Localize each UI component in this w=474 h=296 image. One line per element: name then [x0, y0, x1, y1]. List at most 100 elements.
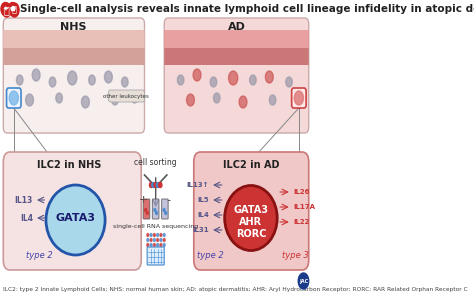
FancyBboxPatch shape [152, 199, 159, 219]
Circle shape [150, 244, 152, 247]
Circle shape [250, 75, 256, 85]
Text: JAC: JAC [299, 279, 308, 284]
Text: IL4: IL4 [197, 212, 209, 218]
Circle shape [187, 94, 194, 106]
Circle shape [82, 96, 89, 108]
Circle shape [131, 93, 138, 103]
Circle shape [154, 183, 157, 187]
Text: IL4: IL4 [20, 213, 33, 223]
FancyBboxPatch shape [147, 247, 164, 265]
Circle shape [147, 234, 149, 237]
Text: IL22: IL22 [293, 219, 310, 225]
Circle shape [154, 234, 155, 237]
Circle shape [145, 208, 146, 212]
FancyBboxPatch shape [164, 30, 309, 48]
Text: IL17A: IL17A [293, 204, 315, 210]
Text: IL31: IL31 [192, 227, 209, 233]
FancyBboxPatch shape [7, 88, 21, 108]
Circle shape [56, 93, 63, 103]
Circle shape [8, 2, 17, 15]
Text: IL13: IL13 [15, 195, 33, 205]
Text: type 2: type 2 [26, 250, 53, 260]
Circle shape [150, 239, 152, 242]
Circle shape [121, 77, 128, 87]
Circle shape [104, 71, 112, 83]
Text: ILC2 in AD: ILC2 in AD [223, 160, 279, 170]
FancyBboxPatch shape [194, 152, 309, 270]
Circle shape [210, 77, 217, 87]
Circle shape [286, 77, 292, 87]
Text: GATA3: GATA3 [55, 213, 96, 223]
Circle shape [10, 3, 19, 17]
Text: GATA3: GATA3 [233, 205, 268, 215]
FancyBboxPatch shape [164, 18, 309, 133]
Text: other leukocytes: other leukocytes [103, 94, 149, 99]
Text: ✦: ✦ [2, 6, 8, 12]
Circle shape [160, 244, 162, 247]
Circle shape [150, 234, 152, 237]
Circle shape [292, 93, 299, 103]
Circle shape [147, 239, 149, 242]
Circle shape [146, 212, 148, 215]
Text: single-cell RNA sequencing: single-cell RNA sequencing [113, 223, 198, 229]
Circle shape [163, 244, 165, 247]
Text: IL5: IL5 [197, 197, 209, 203]
FancyBboxPatch shape [109, 90, 145, 102]
Circle shape [26, 94, 34, 106]
Circle shape [152, 183, 155, 187]
Circle shape [154, 239, 155, 242]
Circle shape [177, 75, 184, 85]
Circle shape [157, 234, 159, 237]
Circle shape [49, 77, 56, 87]
Circle shape [160, 234, 162, 237]
FancyBboxPatch shape [143, 199, 150, 219]
Circle shape [156, 183, 160, 187]
Circle shape [89, 75, 95, 85]
Circle shape [163, 239, 165, 242]
Circle shape [160, 239, 162, 242]
Text: ILC2: type 2 Innate Lymphoid Cells; NHS: normal human skin; AD: atopic dermatiti: ILC2: type 2 Innate Lymphoid Cells; NHS:… [3, 287, 468, 292]
Text: 🧪: 🧪 [12, 6, 17, 15]
Circle shape [2, 3, 11, 17]
Circle shape [294, 91, 303, 105]
Circle shape [112, 95, 118, 105]
FancyBboxPatch shape [164, 30, 309, 65]
Circle shape [68, 71, 77, 85]
Text: RORC: RORC [236, 229, 266, 239]
Circle shape [1, 2, 9, 15]
Circle shape [147, 244, 149, 247]
Circle shape [239, 96, 247, 108]
Text: -: - [166, 195, 170, 205]
Circle shape [269, 95, 276, 105]
FancyBboxPatch shape [3, 152, 141, 270]
Circle shape [9, 91, 18, 105]
Circle shape [149, 183, 153, 187]
Text: AHR: AHR [239, 217, 263, 227]
Text: NHS: NHS [60, 22, 87, 32]
Circle shape [32, 69, 40, 81]
Text: cell sorting: cell sorting [134, 157, 177, 166]
Circle shape [163, 234, 165, 237]
FancyBboxPatch shape [3, 18, 145, 133]
Text: IL26: IL26 [293, 189, 310, 195]
Circle shape [155, 212, 157, 215]
Circle shape [154, 208, 156, 212]
Text: ⬟: ⬟ [9, 6, 16, 12]
FancyBboxPatch shape [3, 30, 145, 65]
FancyBboxPatch shape [292, 88, 306, 108]
Circle shape [157, 244, 159, 247]
Circle shape [298, 273, 309, 289]
Circle shape [154, 244, 155, 247]
Text: +: + [138, 195, 148, 205]
Text: type 2: type 2 [197, 250, 224, 260]
Circle shape [17, 75, 23, 85]
Circle shape [265, 71, 273, 83]
Circle shape [163, 208, 165, 212]
FancyBboxPatch shape [3, 30, 145, 48]
Circle shape [228, 71, 238, 85]
Text: type 3: type 3 [282, 250, 309, 260]
Text: ILC2 in NHS: ILC2 in NHS [37, 160, 101, 170]
Circle shape [157, 239, 159, 242]
FancyBboxPatch shape [162, 199, 168, 219]
Text: 🧍: 🧍 [4, 5, 9, 15]
